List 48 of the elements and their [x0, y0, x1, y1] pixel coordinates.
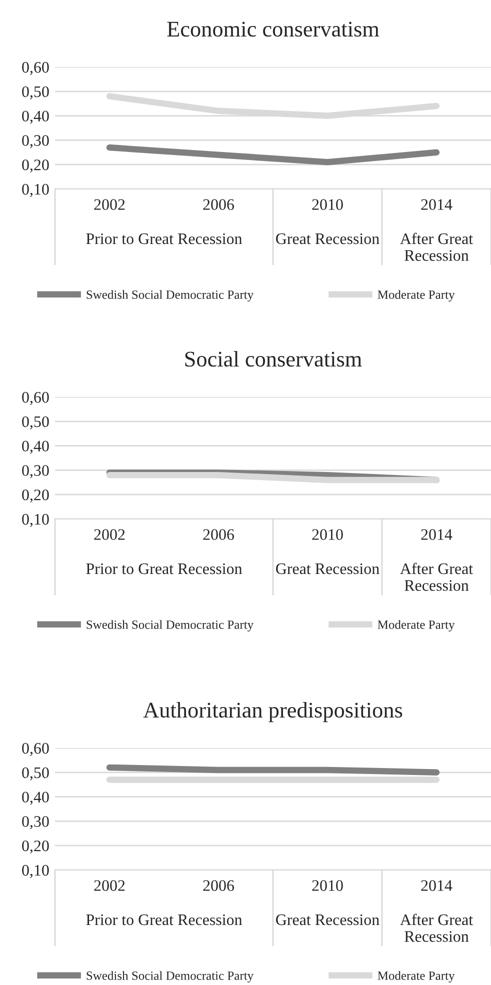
y-tick-label: 0,60: [22, 62, 49, 75]
y-tick-label: 0,30: [22, 816, 49, 830]
x-tick-label: 2014: [421, 199, 452, 210]
legend-label: Moderate Party: [378, 290, 455, 302]
y-tick-label: 0,20: [22, 160, 49, 173]
y-tick-label: 0,50: [22, 767, 49, 780]
y-tick-label: 0,40: [22, 792, 49, 805]
chart-title: Economic conservatism: [167, 22, 380, 37]
text: Great Recession: [276, 563, 380, 574]
chart-title: Authoritarian predispositions: [143, 702, 402, 722]
legend-label: Swedish Social Democratic Party: [86, 971, 254, 982]
text: After Great Recession: [400, 914, 473, 942]
y-tick-label: 0,10: [22, 184, 49, 197]
text: Prior to Great Recession: [86, 914, 242, 926]
x-tick-label: 2006: [203, 199, 234, 210]
x-tick-label: 2014: [421, 529, 452, 540]
legend-label: Moderate Party: [378, 620, 455, 632]
y-tick-label: 0,60: [22, 742, 49, 756]
y-tick-label: 0,10: [22, 864, 49, 878]
chart-title: Social conservatism: [185, 351, 362, 367]
text: Prior to Great Recession: [86, 233, 242, 244]
x-tick-label: 2010: [312, 880, 343, 891]
text: Prior to Great Recession: [86, 563, 242, 574]
y-tick-label: 0,40: [22, 440, 49, 454]
x-tick-label: 2010: [312, 199, 343, 210]
legend-label: Moderate Party: [378, 971, 455, 982]
y-tick-label: 0,60: [22, 392, 49, 405]
x-tick-label: 2002: [94, 529, 125, 540]
x-tick-label: 2002: [94, 199, 125, 210]
x-tick-label: 2010: [312, 529, 343, 540]
y-tick-label: 0,40: [22, 110, 49, 124]
x-tick-label: 2014: [421, 880, 452, 891]
y-tick-label: 0,20: [22, 490, 49, 503]
x-tick-label: 2006: [203, 880, 234, 891]
x-tick-label: 2006: [203, 529, 234, 540]
y-tick-label: 0,30: [22, 135, 49, 148]
y-tick-label: 0,20: [22, 840, 49, 854]
y-tick-label: 0,10: [22, 514, 49, 527]
legend-label: Swedish Social Democratic Party: [86, 290, 254, 302]
y-tick-label: 0,50: [22, 86, 49, 100]
legend-label: Swedish Social Democratic Party: [86, 620, 254, 632]
y-tick-label: 0,30: [22, 465, 49, 478]
text: After Great Recession: [400, 562, 473, 591]
text: Great Recession: [276, 914, 380, 926]
x-tick-label: 2002: [94, 880, 125, 891]
text: Great Recession: [276, 233, 380, 244]
y-tick-label: 0,50: [22, 416, 49, 430]
text: After Great Recession: [400, 232, 473, 261]
